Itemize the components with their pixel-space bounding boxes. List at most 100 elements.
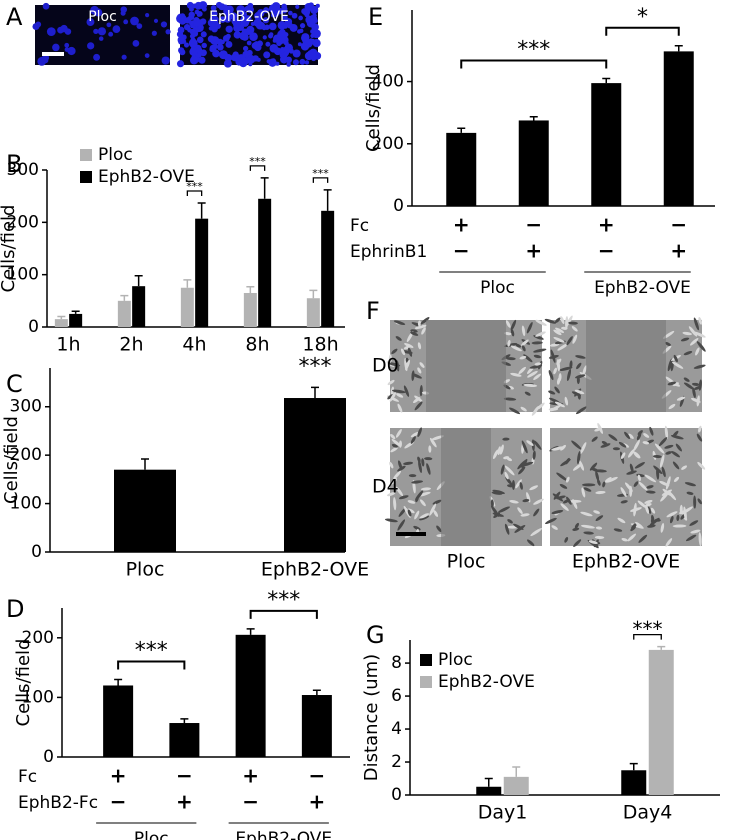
cell (518, 366, 526, 375)
panel-letter: A (6, 3, 23, 31)
cell (395, 336, 402, 341)
cell (644, 474, 657, 483)
y-axis-label: Cells/field (1, 416, 22, 504)
cell (637, 500, 647, 509)
nucleus (190, 32, 195, 37)
nucleus (240, 11, 248, 18)
nucleus (240, 16, 246, 22)
nucleus (272, 38, 277, 43)
cell (661, 489, 672, 496)
legend-label: EphB2-OVE (98, 167, 195, 187)
cell (696, 341, 706, 352)
cell (637, 474, 641, 482)
nucleus (223, 59, 232, 68)
cell (689, 338, 699, 346)
nucleus (244, 6, 249, 12)
nucleus (241, 33, 249, 41)
cell (395, 360, 400, 372)
cell (387, 379, 395, 386)
nucleus (93, 28, 99, 35)
cell (411, 480, 423, 484)
cell (572, 499, 578, 509)
cell (606, 476, 618, 483)
cell (533, 373, 542, 381)
cell (644, 499, 653, 504)
cell (681, 506, 693, 515)
cell (691, 382, 700, 386)
bar (446, 132, 477, 206)
x-tick-label: 1h (56, 334, 80, 356)
bracket (186, 190, 203, 196)
cell (503, 397, 517, 401)
error-bar (114, 678, 123, 686)
nucleus (284, 18, 293, 26)
nucleus (144, 53, 150, 58)
image-label: EphB2-OVE (209, 9, 289, 25)
nucleus (231, 17, 239, 25)
nucleus (200, 31, 207, 38)
nucleus (43, 57, 49, 64)
cell (518, 466, 526, 475)
cell (510, 319, 517, 331)
cell (597, 423, 603, 434)
error-bar (246, 285, 255, 293)
cell (621, 537, 628, 542)
bar (243, 292, 257, 327)
y-tick-label: 0 (43, 747, 54, 767)
cell (395, 429, 402, 438)
bar (169, 723, 200, 757)
cell (419, 515, 430, 521)
cell (391, 478, 398, 485)
cell (697, 498, 702, 505)
nucleus (93, 53, 101, 61)
error-bar (512, 766, 521, 777)
cell (414, 324, 427, 330)
cell (688, 326, 698, 337)
error-bar (180, 718, 189, 724)
cell (571, 440, 582, 450)
cell (661, 466, 666, 478)
cell (510, 329, 515, 337)
cell (620, 487, 627, 497)
nucleus (299, 23, 306, 29)
sign: − (242, 790, 259, 814)
cell (530, 528, 543, 537)
error-bar (183, 279, 192, 288)
cell (393, 497, 397, 511)
cell (554, 386, 560, 394)
cell (565, 316, 569, 330)
cell (420, 487, 431, 491)
bracket (633, 633, 662, 640)
cell (679, 504, 683, 515)
y-axis-label: Cells/field (363, 64, 384, 152)
cell (548, 370, 554, 381)
nucleus (281, 7, 288, 14)
cell (660, 522, 665, 533)
cell (533, 508, 540, 517)
legend-label: Ploc (98, 145, 133, 165)
cell (646, 490, 656, 494)
nucleus (213, 44, 218, 49)
bar (321, 210, 335, 327)
cell (509, 407, 521, 415)
cell (582, 483, 596, 487)
cell (565, 476, 570, 483)
cell (535, 319, 547, 326)
legend-swatch (420, 654, 432, 666)
cell (426, 463, 431, 475)
cell (520, 406, 527, 412)
legend-swatch (80, 149, 92, 161)
nucleus (224, 53, 233, 62)
nucleus (277, 22, 283, 27)
error-bar (260, 177, 269, 199)
cell (582, 365, 587, 375)
cell (667, 381, 676, 386)
nucleus (241, 28, 248, 35)
cell (510, 372, 522, 377)
cell (680, 337, 690, 342)
cell (666, 511, 678, 518)
error-bar (246, 628, 255, 635)
nucleus (196, 36, 204, 44)
significance: *** (517, 37, 550, 62)
